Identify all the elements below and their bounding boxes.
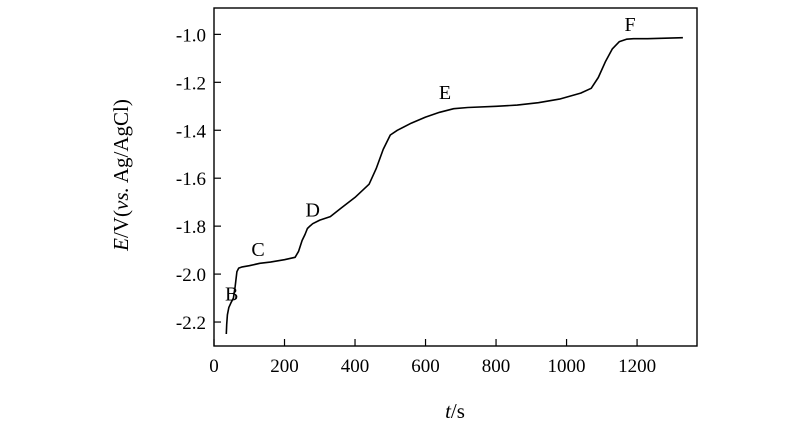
x-tick-label: 0 bbox=[209, 356, 219, 377]
x-tick-label: 600 bbox=[411, 356, 440, 377]
series-line-0 bbox=[225, 36, 683, 335]
y-tick-label: -1.8 bbox=[176, 217, 206, 238]
x-tick-label: 800 bbox=[482, 356, 511, 377]
x-axis-label: t/s bbox=[445, 399, 465, 423]
plot-frame bbox=[213, 7, 698, 347]
annotation-F: F bbox=[624, 14, 635, 36]
x-axis-ticks: 0 200 400 600 800 1000 1200 bbox=[209, 339, 656, 377]
y-tick-label: -1.0 bbox=[176, 25, 206, 46]
annotation-E: E bbox=[439, 82, 451, 104]
series-layer bbox=[225, 36, 683, 335]
y-tick-label: -1.4 bbox=[176, 121, 207, 142]
annotation-D: D bbox=[305, 200, 319, 222]
y-tick-label: -2.2 bbox=[176, 313, 206, 334]
annotation-B: B bbox=[225, 283, 238, 305]
x-tick-label: 1000 bbox=[548, 356, 586, 377]
y-tick-label: -2.0 bbox=[176, 265, 206, 286]
y-tick-label: -1.2 bbox=[176, 73, 206, 94]
y-axis-label: E/V(vs. Ag/AgCl) bbox=[109, 99, 133, 252]
annotation-C: C bbox=[251, 239, 264, 261]
plot-border bbox=[213, 7, 698, 347]
y-tick-label: -1.6 bbox=[176, 169, 206, 190]
x-tick-label: 200 bbox=[270, 356, 299, 377]
x-tick-label: 400 bbox=[341, 356, 370, 377]
annotation-layer: BC D E F bbox=[225, 14, 636, 306]
x-tick-label: 1200 bbox=[618, 356, 656, 377]
y-axis-ticks: -2.2 -2.0 -1.8 -1.6 -1.4 -1.2 -1.0 bbox=[176, 25, 221, 334]
